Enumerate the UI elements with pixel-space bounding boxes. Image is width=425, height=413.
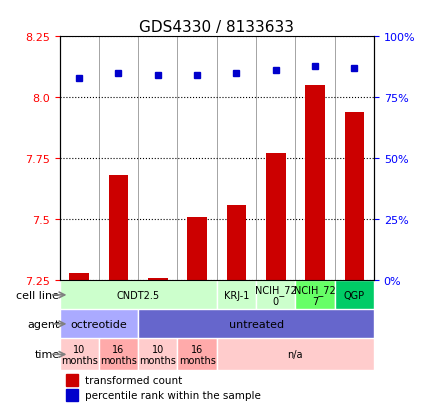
FancyBboxPatch shape	[99, 339, 138, 370]
FancyBboxPatch shape	[256, 281, 295, 310]
Text: percentile rank within the sample: percentile rank within the sample	[85, 391, 261, 401]
Bar	[66, 374, 78, 386]
Text: KRJ-1: KRJ-1	[224, 290, 249, 300]
Text: QGP: QGP	[344, 290, 365, 300]
FancyBboxPatch shape	[217, 281, 256, 310]
Bar	[345, 113, 364, 281]
FancyBboxPatch shape	[60, 310, 138, 339]
Text: 10
months: 10 months	[61, 344, 98, 365]
Text: 16
months: 16 months	[178, 344, 215, 365]
Title: GDS4330 / 8133633: GDS4330 / 8133633	[139, 20, 294, 35]
Text: NCIH_72
7: NCIH_72 7	[294, 284, 336, 306]
Bar	[109, 176, 128, 281]
Bar	[187, 217, 207, 281]
FancyBboxPatch shape	[178, 339, 217, 370]
Text: NCIH_72
0: NCIH_72 0	[255, 284, 297, 306]
FancyBboxPatch shape	[335, 281, 374, 310]
FancyBboxPatch shape	[217, 339, 374, 370]
Text: time: time	[34, 349, 60, 359]
Text: cell line: cell line	[17, 290, 60, 300]
Text: transformed count: transformed count	[85, 375, 182, 385]
FancyBboxPatch shape	[60, 339, 99, 370]
Text: CNDT2.5: CNDT2.5	[116, 290, 160, 300]
Bar	[227, 205, 246, 281]
FancyBboxPatch shape	[138, 339, 178, 370]
Bar	[148, 278, 167, 281]
Text: 10
months: 10 months	[139, 344, 176, 365]
Text: untreated: untreated	[229, 319, 283, 329]
FancyBboxPatch shape	[295, 281, 335, 310]
Bar	[305, 86, 325, 281]
Text: agent: agent	[27, 319, 60, 329]
FancyBboxPatch shape	[138, 310, 374, 339]
Text: 16
months: 16 months	[100, 344, 137, 365]
Text: octreotide: octreotide	[71, 319, 127, 329]
Bar	[66, 389, 78, 401]
FancyBboxPatch shape	[60, 281, 217, 310]
Bar	[266, 154, 286, 281]
Bar	[69, 273, 89, 281]
Text: n/a: n/a	[288, 349, 303, 359]
